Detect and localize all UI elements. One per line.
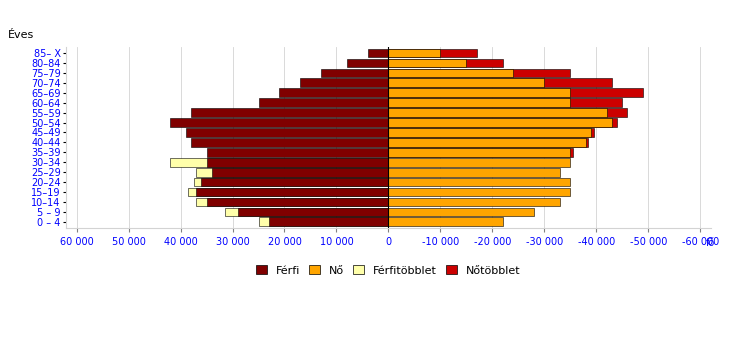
Bar <box>269 217 388 226</box>
Legend: Férfi, Nő, Férfitöbblet, Nőtöbblet: Férfi, Nő, Férfitöbblet, Nőtöbblet <box>251 261 526 280</box>
Bar <box>237 208 388 216</box>
Bar <box>388 78 545 87</box>
Bar <box>259 98 388 107</box>
Bar <box>388 178 570 187</box>
Bar <box>207 158 388 167</box>
Bar <box>321 69 388 77</box>
Bar <box>347 58 388 67</box>
Bar <box>196 188 388 196</box>
Bar <box>388 88 570 97</box>
Bar <box>388 188 570 196</box>
Bar <box>388 138 589 147</box>
Bar <box>300 78 388 87</box>
Bar <box>207 148 388 157</box>
Bar <box>388 49 440 57</box>
Bar <box>279 88 388 97</box>
Bar <box>388 217 503 226</box>
Bar <box>196 168 388 176</box>
Bar <box>388 208 534 216</box>
Bar <box>171 118 388 127</box>
Bar <box>388 168 560 176</box>
Bar <box>388 49 477 57</box>
Bar <box>193 178 388 187</box>
Bar <box>171 158 388 167</box>
Bar <box>212 168 388 176</box>
Bar <box>186 128 388 137</box>
Bar <box>388 128 594 137</box>
Bar <box>196 197 388 206</box>
Bar <box>388 69 570 77</box>
Bar <box>191 108 388 117</box>
Bar <box>225 208 388 216</box>
Bar <box>388 58 466 67</box>
Bar <box>388 148 570 157</box>
Bar <box>201 178 388 187</box>
Text: Éves: Éves <box>8 30 35 40</box>
Bar <box>188 188 388 196</box>
Bar <box>388 98 570 107</box>
Bar <box>388 78 612 87</box>
Bar <box>388 118 617 127</box>
Bar <box>388 58 503 67</box>
Bar <box>368 49 388 57</box>
Bar <box>388 108 628 117</box>
Bar <box>388 108 606 117</box>
Bar <box>191 138 388 147</box>
Bar <box>388 69 513 77</box>
Bar <box>388 148 573 157</box>
Bar <box>259 217 388 226</box>
Text: fő: fő <box>706 238 715 248</box>
Bar <box>388 128 591 137</box>
Bar <box>207 197 388 206</box>
Bar <box>388 158 570 167</box>
Bar <box>388 138 586 147</box>
Bar <box>388 118 612 127</box>
Bar <box>388 197 560 206</box>
Bar <box>388 88 643 97</box>
Bar <box>388 98 623 107</box>
